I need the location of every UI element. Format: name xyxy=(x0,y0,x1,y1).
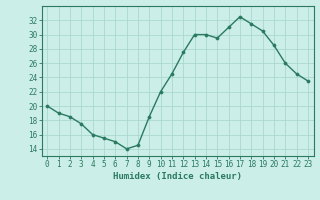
X-axis label: Humidex (Indice chaleur): Humidex (Indice chaleur) xyxy=(113,172,242,181)
